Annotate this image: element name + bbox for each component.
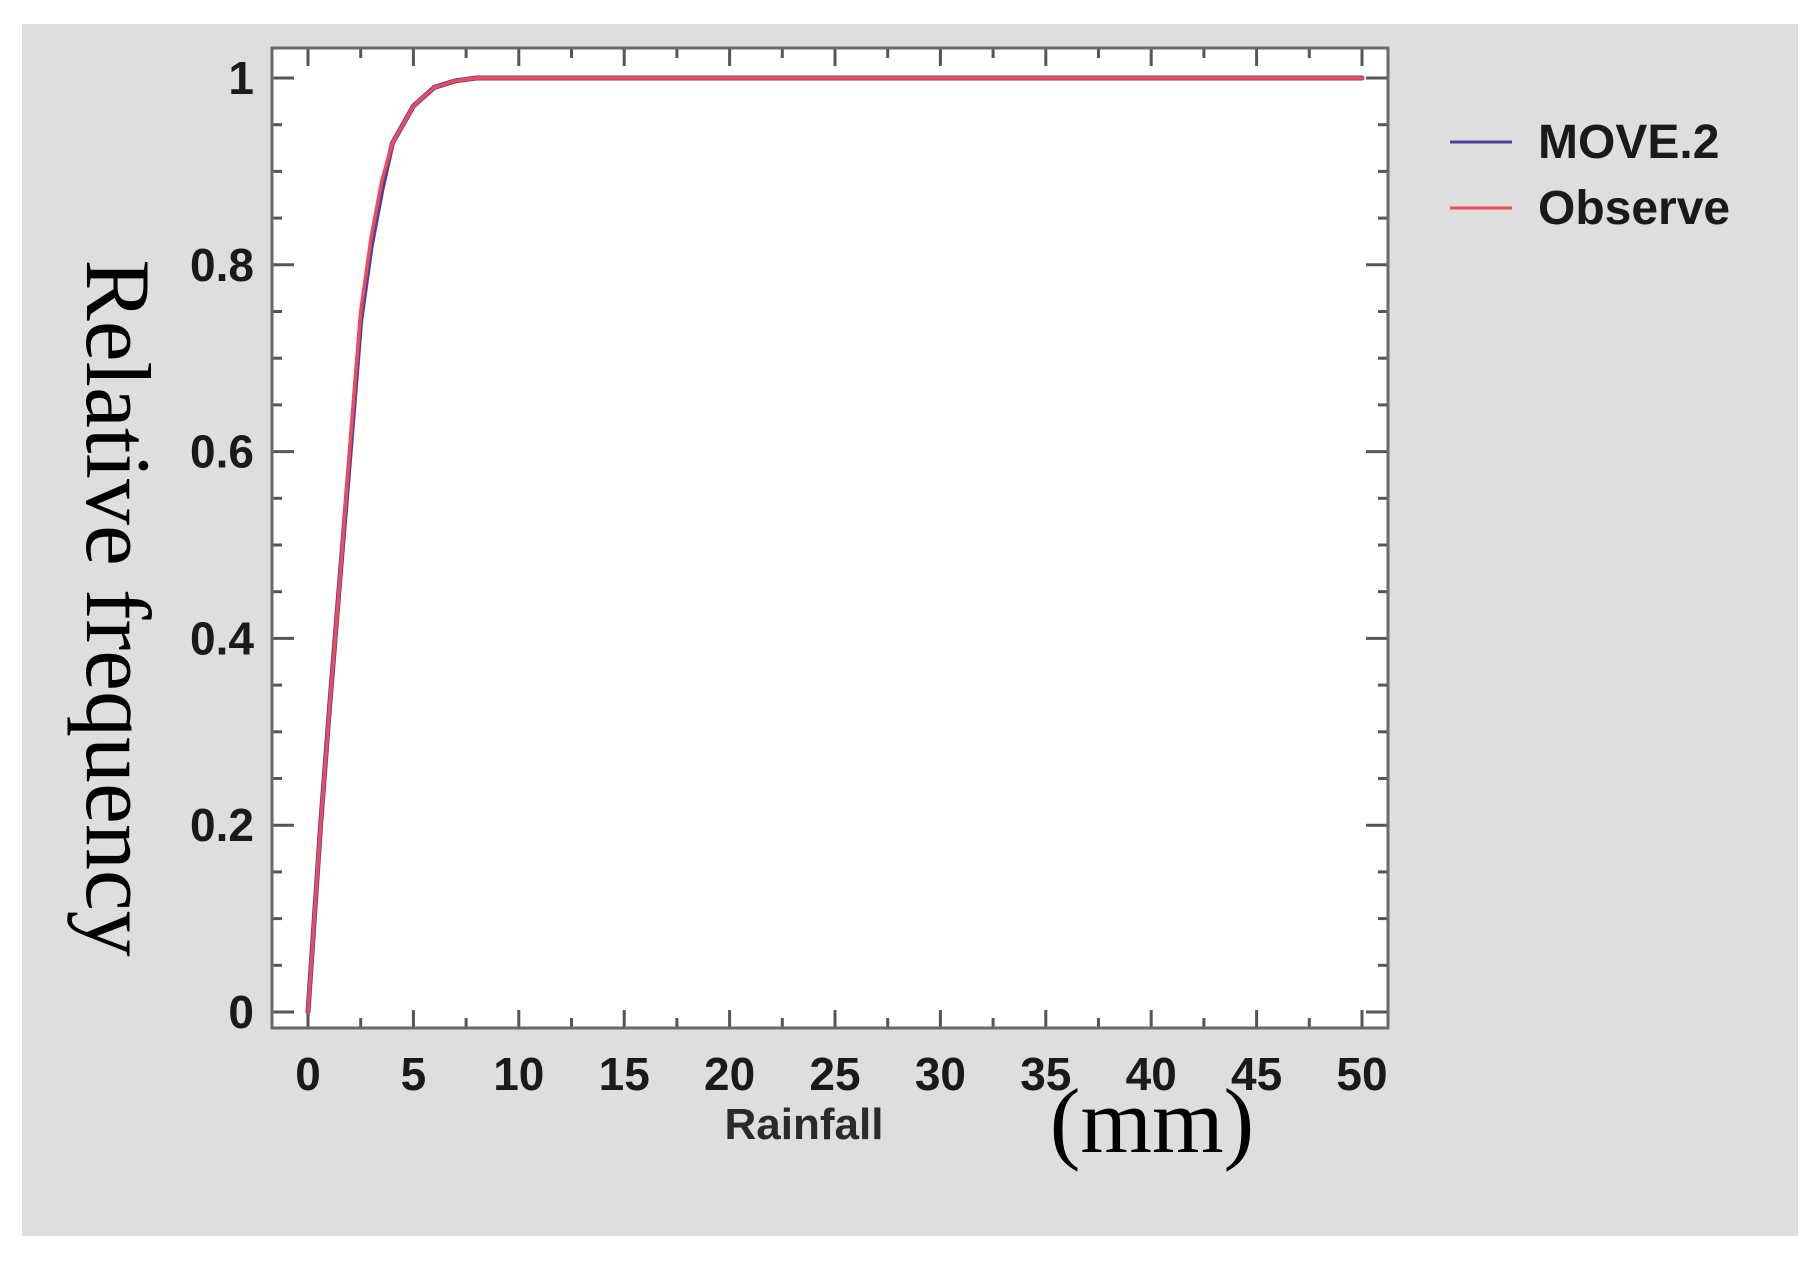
x-tick-label: 0 bbox=[295, 1048, 321, 1100]
chart-figure: 0 5 10 15 20 25 30 35 40 45 50 0 0.2 0.4 0.6 0.8 1 Rain… bbox=[22, 24, 1798, 1236]
x-axis-label: Rainfall bbox=[725, 1100, 884, 1149]
axis-ticks bbox=[272, 48, 1388, 1028]
x-tick-label: 20 bbox=[704, 1048, 755, 1100]
x-axis-unit: (mm) bbox=[1050, 1070, 1254, 1172]
plot-area bbox=[272, 48, 1388, 1028]
legend-label-move2: MOVE.2 bbox=[1538, 116, 1719, 169]
plot-frame bbox=[270, 46, 1390, 1030]
cdf-chart: 0 5 10 15 20 25 30 35 40 45 50 0 0.2 0.4 0.6 0.8 1 Rain… bbox=[67, 46, 1730, 1172]
y-tick-label: 0.4 bbox=[190, 612, 254, 664]
x-tick-label: 45 bbox=[1231, 1048, 1282, 1100]
y-tick-label: 0.8 bbox=[190, 239, 254, 291]
y-tick-label: 1 bbox=[228, 52, 254, 104]
x-tick-label: 40 bbox=[1126, 1048, 1177, 1100]
y-tick-label: 0 bbox=[228, 986, 254, 1038]
legend-label-observe: Observe bbox=[1538, 182, 1730, 235]
y-axis-label: Relative frequency bbox=[67, 259, 169, 956]
x-tick-label: 50 bbox=[1336, 1048, 1387, 1100]
x-tick-label: 25 bbox=[809, 1048, 860, 1100]
x-tick-label: 15 bbox=[599, 1048, 650, 1100]
legend: MOVE.2 Observe bbox=[1450, 116, 1730, 235]
series-lines bbox=[305, 75, 1365, 1015]
x-tick-label: 5 bbox=[401, 1048, 427, 1100]
y-tick-labels: 0 0.2 0.4 0.6 0.8 1 bbox=[190, 52, 254, 1038]
x-tick-label: 10 bbox=[493, 1048, 544, 1100]
x-tick-labels: 0 5 10 15 20 25 30 35 40 45 50 bbox=[295, 1048, 1387, 1100]
y-tick-label: 0.2 bbox=[190, 799, 254, 851]
y-tick-label: 0.6 bbox=[190, 426, 254, 478]
series-line-observe bbox=[306, 76, 1364, 1014]
x-tick-label: 35 bbox=[1020, 1048, 1071, 1100]
x-tick-label: 30 bbox=[915, 1048, 966, 1100]
